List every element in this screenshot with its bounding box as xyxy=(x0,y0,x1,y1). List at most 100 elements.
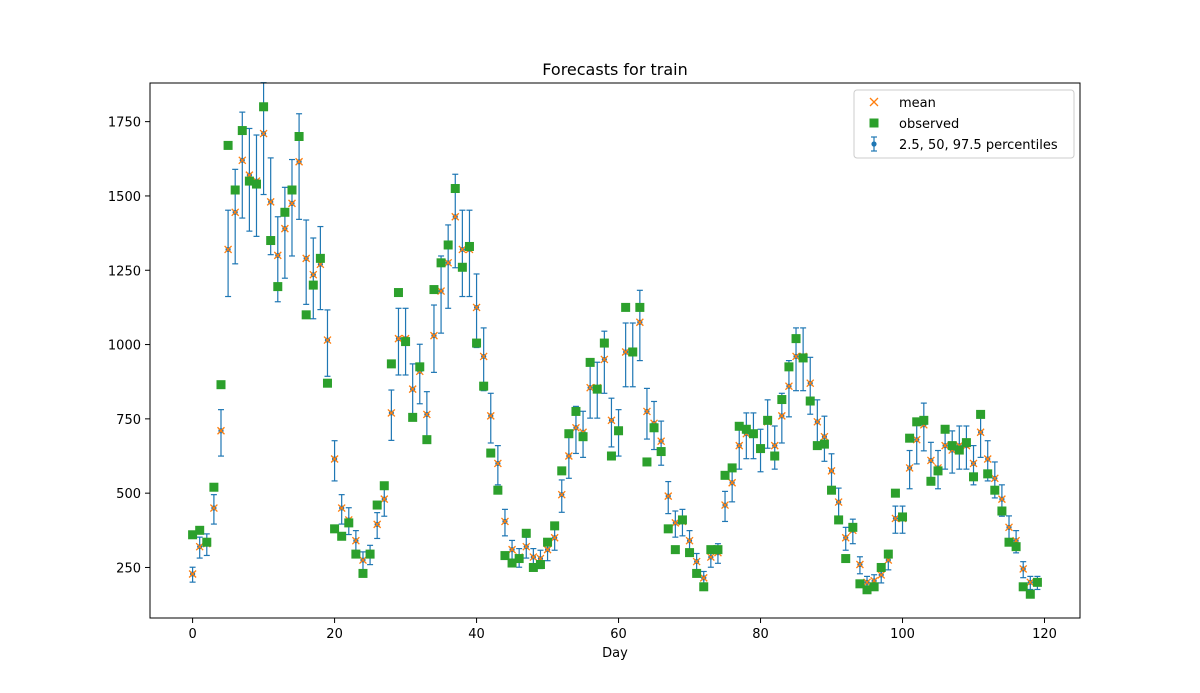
observed-point xyxy=(585,357,595,367)
mean-point xyxy=(976,428,985,437)
y-tick-label: 250 xyxy=(116,561,141,576)
mean-point xyxy=(855,560,864,569)
mean-point xyxy=(635,318,644,327)
observed-point xyxy=(961,438,971,448)
observed-point xyxy=(244,176,254,186)
observed-point xyxy=(940,424,950,434)
observed-point xyxy=(827,485,837,495)
x-tick-label: 80 xyxy=(752,627,769,642)
mean-point xyxy=(493,459,502,468)
mean-point xyxy=(586,383,595,392)
mean-point xyxy=(891,514,900,523)
observed-point xyxy=(834,515,844,525)
mean-point xyxy=(926,456,935,465)
observed-point xyxy=(621,302,631,312)
mean-point xyxy=(557,490,566,499)
observed-point xyxy=(720,470,730,480)
mean-point xyxy=(806,379,815,388)
observed-point xyxy=(535,560,545,569)
mean-point xyxy=(195,542,204,551)
observed-point xyxy=(486,448,496,458)
observed-point xyxy=(819,439,829,449)
observed-point xyxy=(443,240,453,250)
observed-point xyxy=(1004,537,1014,547)
mean-point xyxy=(642,407,651,416)
mean-point xyxy=(337,504,346,512)
legend-label: 2.5, 50, 97.5 percentiles xyxy=(899,138,1058,153)
observed-point xyxy=(663,524,673,534)
mean-point xyxy=(671,518,680,527)
mean-point xyxy=(238,156,247,165)
mean-point xyxy=(188,570,197,578)
observed-point xyxy=(209,482,219,492)
observed-point xyxy=(642,457,652,467)
observed-point xyxy=(677,515,687,525)
mean-point xyxy=(458,245,467,254)
mean-point xyxy=(699,573,708,582)
observed-point xyxy=(628,347,638,357)
mean-point xyxy=(501,517,509,526)
mean-point xyxy=(394,334,403,343)
observed-point xyxy=(379,481,389,491)
x-tick-label: 60 xyxy=(610,627,627,642)
observed-point xyxy=(450,184,460,194)
y-tick-label: 1000 xyxy=(108,339,141,354)
observed-point xyxy=(756,444,766,454)
mean-point xyxy=(571,423,580,432)
observed-point xyxy=(933,466,943,476)
legend-label: mean xyxy=(899,96,936,111)
observed-point xyxy=(337,531,347,541)
legend-item-observed: observed xyxy=(869,117,959,132)
observed-point xyxy=(919,415,929,425)
observed-point xyxy=(798,353,808,363)
observed-point xyxy=(954,445,964,455)
observed-point xyxy=(358,568,368,578)
observed-point xyxy=(457,262,467,272)
observed-point xyxy=(464,241,474,251)
y-tick-label: 500 xyxy=(116,487,141,502)
mean-point xyxy=(863,578,871,587)
observed-point xyxy=(578,432,588,442)
mean-point xyxy=(309,270,318,279)
mean-point xyxy=(607,416,616,425)
observed-point xyxy=(372,500,382,510)
x-tick-label: 100 xyxy=(890,627,915,642)
x-tick-label: 40 xyxy=(468,627,485,642)
observed-point xyxy=(1032,577,1042,587)
observed-point xyxy=(322,378,332,388)
observed-point xyxy=(656,447,666,457)
x-tick-label: 120 xyxy=(1032,627,1057,642)
mean-point xyxy=(792,352,800,361)
mean-point xyxy=(1026,578,1035,587)
observed-point xyxy=(1011,542,1021,552)
observed-point xyxy=(748,429,758,439)
mean-point xyxy=(990,474,999,483)
mean-point xyxy=(813,417,822,426)
mean-point xyxy=(983,455,992,463)
mean-point xyxy=(770,441,779,450)
observed-point xyxy=(294,132,304,141)
mean-point xyxy=(1019,564,1028,573)
legend-item-mean: mean xyxy=(869,96,936,111)
observed-point xyxy=(614,426,624,436)
observed-point xyxy=(883,549,893,559)
observed-point xyxy=(777,395,787,405)
observed-point xyxy=(890,488,900,498)
mean-point xyxy=(735,441,744,450)
observed-point xyxy=(763,415,773,425)
mean-point xyxy=(231,208,240,217)
mean-point xyxy=(522,542,531,551)
mean-point xyxy=(323,336,332,345)
observed-point xyxy=(926,476,936,486)
mean-point xyxy=(564,452,573,460)
mean-point xyxy=(941,441,950,450)
mean-point xyxy=(692,557,701,566)
observed-point xyxy=(415,362,425,372)
observed-point xyxy=(500,551,510,561)
observed-point xyxy=(202,537,212,547)
observed-point xyxy=(365,549,375,559)
observed-point xyxy=(557,466,567,476)
mean-point xyxy=(905,463,914,472)
observed-point xyxy=(472,338,482,348)
